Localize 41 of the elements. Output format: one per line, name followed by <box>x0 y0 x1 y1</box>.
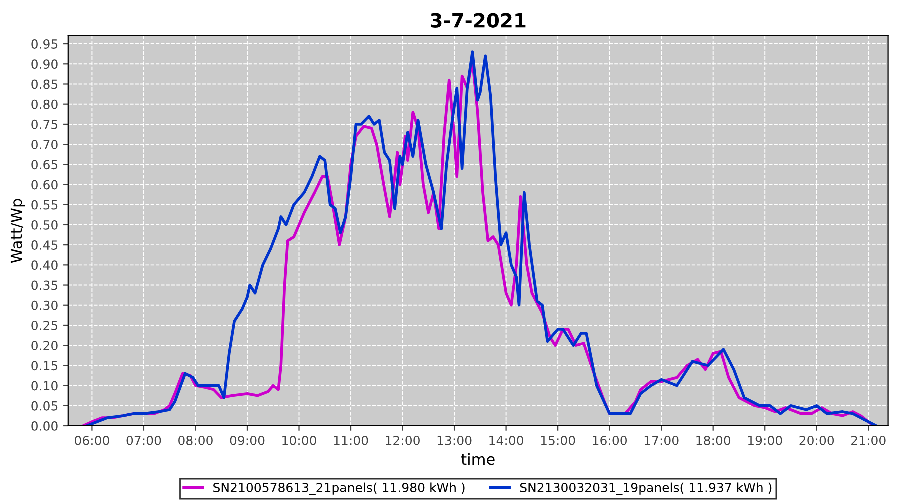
legend-label: SN2130032031_19panels( 11.937 kWh ) <box>520 482 772 496</box>
y-tick-label: 0.95 <box>32 40 58 49</box>
y-tick-label: 0.85 <box>32 80 58 90</box>
x-axis-title: time <box>462 453 495 466</box>
x-tick-label: 11:00 <box>334 436 368 446</box>
y-tick-label: 0.25 <box>32 320 58 330</box>
y-tick-label: 0.60 <box>32 180 58 190</box>
y-axis-title: Watt/Wp <box>10 199 26 264</box>
y-tick-label: 0.00 <box>32 421 58 431</box>
y-tick-label: 0.35 <box>32 280 58 290</box>
x-tick-label: 15:00 <box>541 436 576 446</box>
x-tick-label: 06:00 <box>75 436 110 446</box>
y-tick-label: 0.15 <box>32 361 58 371</box>
x-tick-label: 13:00 <box>438 436 472 446</box>
y-tick-label: 0.55 <box>32 200 58 210</box>
y-tick-label: 0.90 <box>32 60 58 70</box>
x-tick-label: 07:00 <box>126 436 162 446</box>
chart-title: 3-7-2021 <box>430 13 526 28</box>
y-tick-label: 0.10 <box>32 381 58 391</box>
y-tick-label: 0.50 <box>32 220 58 230</box>
legend-label: SN2100578613_21panels( 11.980 kWh ) <box>214 482 465 496</box>
y-tick-label: 0.20 <box>32 341 58 351</box>
y-tick-label: 0.40 <box>32 260 58 270</box>
x-tick-label: 09:00 <box>230 436 265 446</box>
x-tick-label: 21:00 <box>852 436 886 446</box>
x-tick-label: 18:00 <box>696 436 731 446</box>
y-tick-label: 0.05 <box>32 401 58 411</box>
x-tick-label: 12:00 <box>386 436 420 446</box>
x-tick-label: 14:00 <box>490 436 524 446</box>
y-tick-label: 0.30 <box>32 300 58 310</box>
y-tick-label: 0.45 <box>32 240 58 250</box>
x-tick-label: 19:00 <box>748 436 782 446</box>
x-tick-label: 17:00 <box>644 436 679 446</box>
x-tick-label: 16:00 <box>593 436 628 446</box>
y-tick-label: 0.70 <box>32 140 58 150</box>
x-tick-label: 10:00 <box>282 436 316 446</box>
y-tick-label: 0.65 <box>32 160 58 170</box>
x-tick-label: 08:00 <box>178 436 213 446</box>
y-tick-label: 0.75 <box>32 120 58 130</box>
x-tick-label: 20:00 <box>800 436 834 446</box>
y-tick-label: 0.80 <box>32 100 58 110</box>
